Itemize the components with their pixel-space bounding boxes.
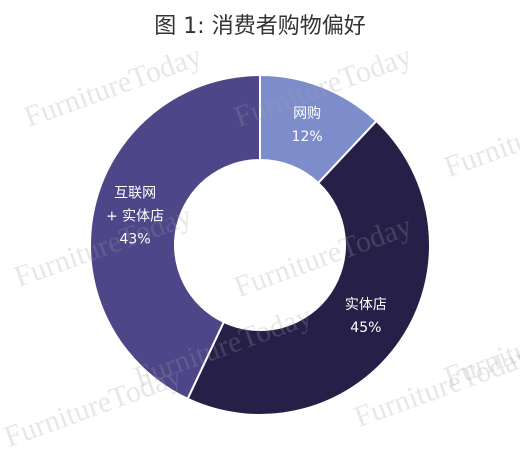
slice-name: 网购 — [293, 105, 322, 122]
slice-label: 网购 12% — [292, 103, 323, 149]
slice-name: 互联网 + 实体店 — [105, 185, 165, 225]
slice-label: 实体店 45% — [345, 294, 387, 340]
donut-slice — [186, 119, 432, 417]
chart-title: 图 1: 消费者购物偏好 — [154, 14, 366, 39]
slice-value: 43% — [119, 231, 151, 248]
slice-value: 12% — [291, 128, 323, 145]
slice-label: 互联网 + 实体店 43% — [106, 183, 164, 252]
slice-value: 45% — [350, 319, 382, 336]
page: 图 1: 消费者购物偏好 FurnitureToday FurnitureToda… — [0, 14, 520, 454]
slice-name: 实体店 — [344, 296, 387, 313]
donut-slice — [89, 73, 261, 401]
chart — [89, 73, 432, 417]
